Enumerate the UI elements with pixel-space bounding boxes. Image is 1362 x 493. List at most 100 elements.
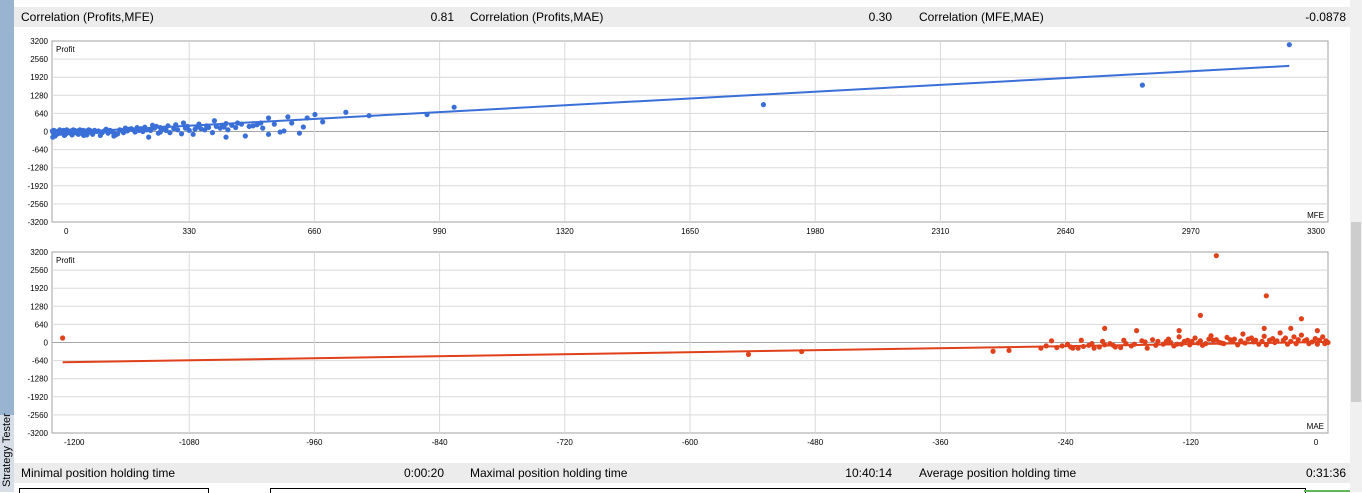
- data-point: [1261, 325, 1267, 331]
- y-tick-label: 640: [35, 320, 49, 329]
- data-point: [223, 134, 229, 140]
- profit-mfe-chart: 3200 2560 1920 1280 640 0 -640 -1280 -1920 -2560 -…: [14, 31, 1350, 242]
- strategy-tester-tab[interactable]: [0, 415, 14, 492]
- data-point: [1189, 338, 1195, 344]
- data-point: [1006, 347, 1012, 354]
- data-point: [265, 131, 272, 137]
- data-point: [60, 335, 66, 341]
- stat-label: Correlation (Profits,MFE): [21, 10, 154, 24]
- data-point: [1320, 334, 1326, 340]
- x-tick-label: 330: [183, 227, 197, 236]
- data-point: [1163, 338, 1169, 344]
- data-point: [343, 109, 349, 115]
- data-point: [1185, 337, 1191, 343]
- data-point: [1192, 335, 1198, 341]
- data-point: [1091, 345, 1097, 351]
- data-point: [285, 114, 291, 120]
- profit-mfe-svg: 3200 2560 1920 1280 640 0 -640 -1280 -1920 -2560 -…: [28, 37, 1329, 236]
- data-point: [1298, 316, 1305, 322]
- stat-value: 0.30: [868, 10, 892, 24]
- stat-label: Maximal position holding time: [470, 466, 628, 480]
- data-point: [148, 127, 154, 133]
- data-point: [300, 124, 306, 130]
- data-point: [1139, 82, 1145, 88]
- data-point: [296, 130, 303, 136]
- x-tick-label: 1320: [556, 227, 574, 236]
- data-point: [175, 127, 181, 133]
- stat-label: Minimal position holding time: [21, 466, 176, 480]
- stat-value: 0:00:20: [403, 466, 444, 480]
- data-point: [1253, 337, 1259, 343]
- x-tick-label: 990: [433, 227, 447, 236]
- data-point: [1176, 328, 1182, 334]
- x-tick-label: -480: [807, 438, 824, 447]
- data-point: [451, 104, 457, 110]
- scrollbar-thumb[interactable]: [1351, 222, 1361, 402]
- y-tick-label: 1920: [30, 284, 48, 293]
- data-point: [312, 111, 318, 118]
- data-point: [1312, 335, 1318, 342]
- x-tick-label: -720: [557, 438, 574, 447]
- x-tick-label: 0: [64, 227, 69, 236]
- data-point: [75, 131, 81, 137]
- vertical-scrollbar[interactable]: [1350, 0, 1362, 492]
- data-point: [190, 131, 196, 137]
- data-point: [1231, 336, 1238, 342]
- data-point: [178, 131, 185, 137]
- data-point: [271, 121, 277, 127]
- data-point: [180, 120, 187, 126]
- bottom-field[interactable]: [19, 488, 209, 493]
- data-point: [1227, 337, 1233, 343]
- y-tick-label: 0: [44, 339, 49, 348]
- x-tick-label: 2970: [1182, 227, 1200, 236]
- data-point: [221, 124, 227, 130]
- profit-mae-chart: 3200 2560 1920 1280 640 0 -640 -1280 -1920 -2560 -…: [14, 242, 1350, 453]
- x-axis-label: MFE: [1307, 211, 1324, 220]
- x-tick-label: 660: [308, 227, 322, 236]
- x-tick-label: 2310: [932, 227, 950, 236]
- data-point: [209, 130, 216, 136]
- data-point: [97, 132, 103, 139]
- data-point: [1197, 312, 1203, 318]
- x-tick-label: -360: [932, 438, 949, 447]
- data-point: [146, 134, 152, 140]
- y-tick-label: -2560: [28, 200, 49, 209]
- data-point: [155, 130, 161, 136]
- data-point: [1144, 345, 1150, 351]
- stat-label: Correlation (Profits,MAE): [470, 10, 604, 24]
- data-point: [1277, 330, 1283, 336]
- data-point: [202, 127, 208, 133]
- stat-label: Average position holding time: [919, 466, 1077, 480]
- bottom-field[interactable]: [270, 488, 1306, 493]
- y-tick-label: 2560: [30, 55, 48, 64]
- data-point: [1213, 253, 1219, 259]
- x-tick-label: 2640: [1057, 227, 1075, 236]
- data-point: [1263, 293, 1269, 299]
- side-tab-label: Strategy Tester: [1, 413, 13, 487]
- x-tick-label: 3300: [1307, 227, 1325, 236]
- y-tick-label: 0: [44, 128, 49, 137]
- y-axis-label: Profit: [56, 256, 75, 265]
- data-point: [1295, 337, 1301, 343]
- trend-line: [51, 64, 1290, 135]
- data-point: [211, 118, 217, 124]
- x-tick-label: -840: [432, 438, 449, 447]
- data-point: [225, 127, 231, 133]
- data-point: [1238, 338, 1244, 344]
- data-point: [1288, 325, 1294, 331]
- data-point: [206, 124, 212, 131]
- data-point: [265, 115, 272, 121]
- y-tick-label: -1280: [28, 375, 49, 384]
- data-point: [242, 133, 248, 139]
- y-tick-label: 3200: [30, 248, 48, 257]
- data-point: [1298, 332, 1305, 338]
- side-panel-tab[interactable]: Strategy Tester: [0, 0, 14, 492]
- data-point: [760, 102, 767, 108]
- stat-value: -0.0878: [1305, 10, 1346, 24]
- x-tick-label: -1080: [179, 438, 200, 447]
- data-point: [745, 351, 752, 357]
- data-point: [246, 123, 252, 130]
- y-tick-label: -3200: [28, 429, 49, 438]
- data-point: [1286, 42, 1292, 48]
- y-tick-label: -640: [32, 146, 49, 155]
